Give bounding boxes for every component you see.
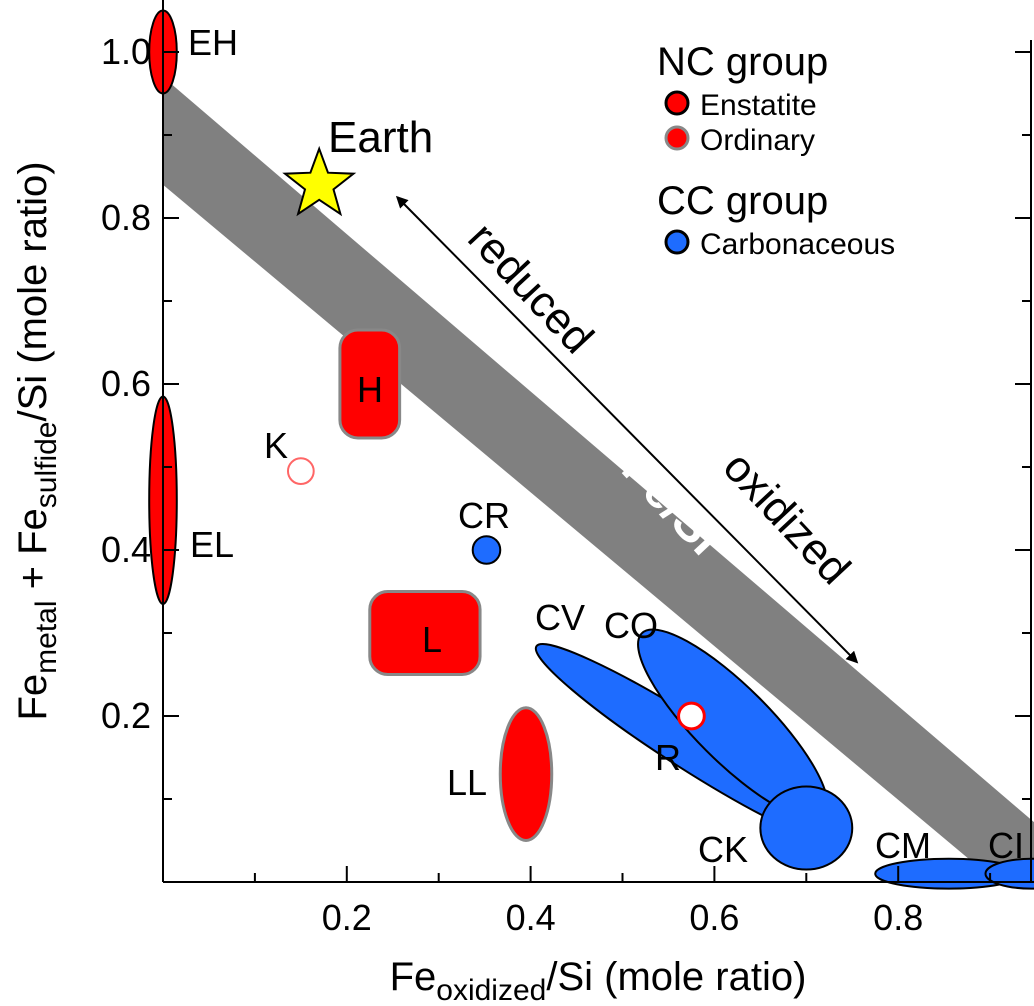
legend-carbonaceous-marker — [664, 229, 690, 255]
legend-ordinary-marker — [664, 125, 690, 151]
earth-star — [282, 145, 357, 217]
y-tick-label: 0.2 — [101, 695, 151, 736]
point-label-el: EL — [190, 524, 234, 565]
x-tick-label: 0.6 — [689, 897, 739, 938]
y-axis-title-rest: /Si (mole ratio) — [11, 161, 55, 421]
point-h — [338, 328, 402, 440]
y-axis-title-a_sub: metal — [30, 601, 63, 674]
point-label-ll: LL — [447, 762, 487, 803]
point-k — [286, 457, 315, 486]
earth-label: Earth — [328, 113, 433, 162]
x-axis-title-main: Fe — [390, 955, 437, 999]
x-tick-label: 0.2 — [322, 897, 372, 938]
point-label-cm: CM — [875, 825, 931, 866]
point-label-cr: CR — [458, 495, 510, 536]
y-tick-label: 0.6 — [101, 363, 151, 404]
legend-cc-title: CC group — [657, 179, 828, 223]
reduced-arrow — [395, 195, 858, 663]
legend-nc-title: NC group — [657, 40, 828, 84]
point-label-l: L — [422, 619, 442, 660]
x-axis-title-rest: /Si (mole ratio) — [546, 955, 806, 999]
y-tick-label: 1.0 — [101, 31, 151, 72]
point-label-cv: CV — [535, 597, 585, 638]
legend-carbonaceous-label: Carbonaceous — [700, 228, 895, 261]
x-axis-title-sub: oxidized — [436, 974, 546, 1006]
y-axis-title-mid: + Fe — [11, 508, 55, 600]
y-tick-label: 0.4 — [101, 529, 151, 570]
point-label-r: R — [655, 737, 681, 778]
point-ck — [759, 785, 854, 871]
x-axis-title: Feoxidized/Si (mole ratio) — [390, 955, 807, 1006]
x-tick-label: 0.8 — [873, 897, 923, 938]
y-axis-title-b_sub: sulfide — [30, 422, 63, 509]
point-label-ck: CK — [698, 829, 748, 870]
point-label-k: K — [264, 425, 288, 466]
x-tick-label: 0.4 — [506, 897, 556, 938]
legend-ordinary-label: Ordinary — [700, 124, 815, 157]
reduced-label: reduced — [458, 213, 602, 363]
point-label-eh: EH — [188, 22, 238, 63]
solar-band — [163, 76, 1034, 882]
point-label-co: CO — [604, 605, 658, 646]
y-axis-title: Femetal + Fesulfide/Si (mole ratio) — [11, 161, 63, 720]
point-label-ci: CI — [988, 825, 1024, 866]
point-l — [368, 590, 482, 676]
legend-enstatite-marker — [664, 90, 690, 116]
point-ll — [498, 706, 554, 842]
y-tick-label: 0.8 — [101, 197, 151, 238]
y-axis-title-a: Fe — [11, 674, 55, 721]
point-r — [677, 701, 706, 731]
legend-enstatite-label: Enstatite — [700, 89, 817, 122]
point-cr — [471, 535, 502, 565]
point-label-h: H — [357, 369, 383, 410]
